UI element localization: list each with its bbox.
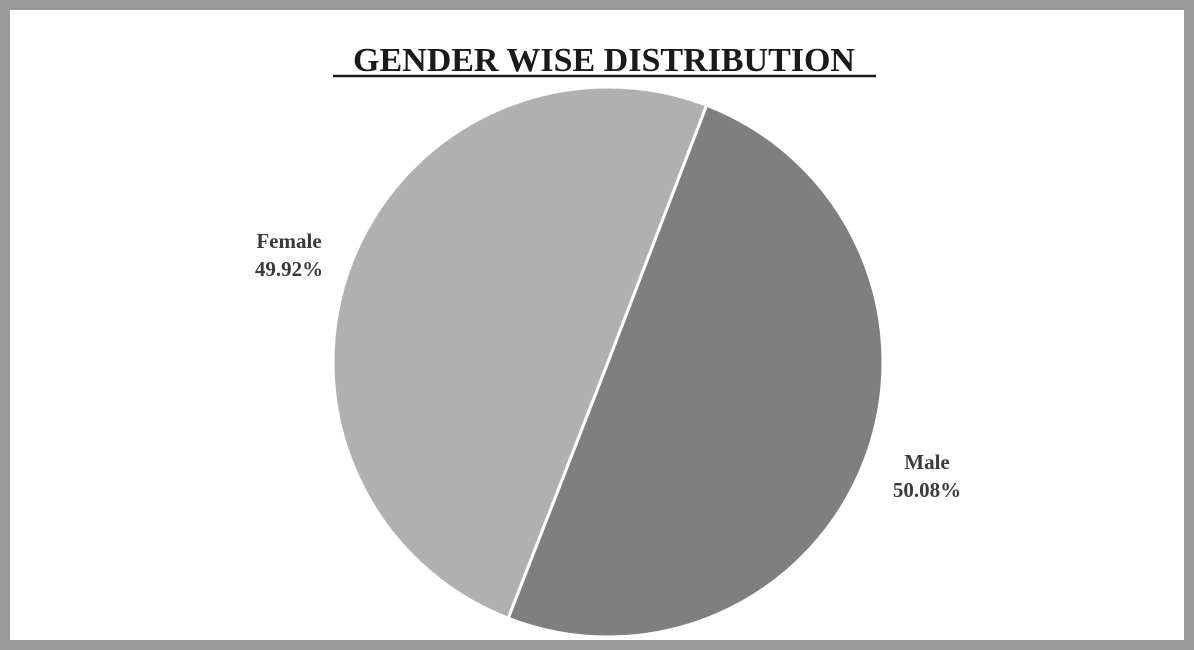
pie-labels: Female 49.92% Male 50.08% — [255, 229, 961, 502]
slice-label-male: Male — [904, 450, 949, 474]
chart-title: GENDER WISE DISTRIBUTION — [353, 42, 855, 79]
slice-value-male: 50.08% — [893, 478, 961, 502]
pie-slices — [331, 85, 885, 639]
pie-slice-female — [331, 85, 709, 620]
slice-label-female: Female — [256, 229, 321, 253]
slice-value-female: 49.92% — [255, 257, 323, 281]
pie-slice-male — [506, 103, 885, 639]
